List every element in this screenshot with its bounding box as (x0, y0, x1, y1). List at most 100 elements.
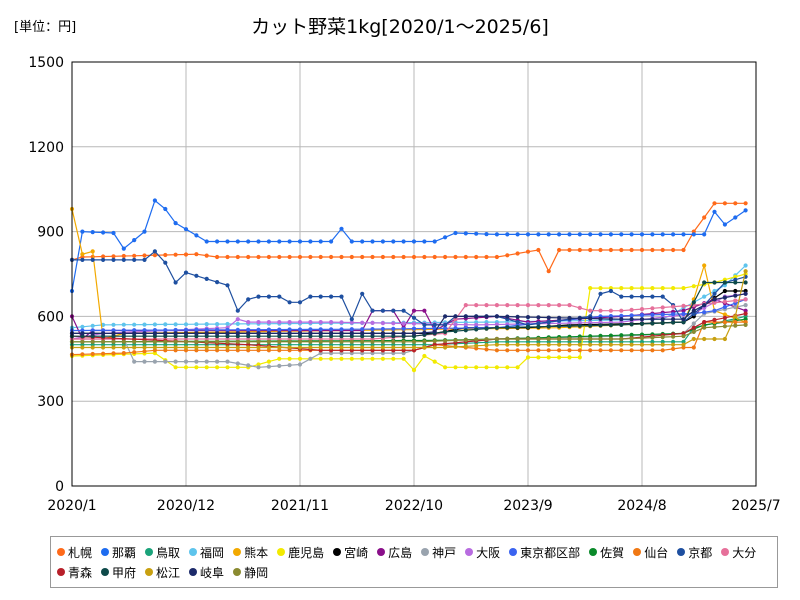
data-point (411, 345, 417, 350)
data-point (308, 254, 313, 260)
data-point (525, 348, 531, 353)
legend-item: 大分 (721, 542, 756, 562)
legend-label: 佐賀 (600, 545, 625, 560)
data-point (660, 342, 665, 347)
legend-label: 那覇 (112, 545, 137, 560)
data-point (639, 232, 645, 237)
data-point (505, 303, 510, 308)
y-tick-label: 300 (37, 394, 64, 410)
data-point (608, 232, 614, 237)
data-point (733, 320, 738, 325)
data-point (173, 339, 178, 344)
data-point (463, 254, 468, 260)
data-point (546, 336, 551, 342)
data-point (225, 359, 230, 364)
data-point (90, 351, 95, 357)
data-point (505, 325, 510, 330)
data-point (598, 342, 603, 347)
data-point (183, 227, 189, 232)
data-point (194, 359, 199, 364)
data-point (733, 293, 738, 298)
data-point (484, 314, 489, 319)
data-point (204, 239, 209, 244)
data-point (681, 308, 686, 313)
data-point (681, 320, 686, 325)
data-point (204, 327, 209, 332)
data-point (80, 257, 85, 262)
legend-item: 大阪 (465, 542, 500, 562)
data-point (536, 321, 541, 326)
data-point (132, 328, 137, 333)
data-point (588, 336, 593, 342)
data-point (484, 337, 489, 342)
data-point (629, 336, 634, 341)
data-point (297, 254, 303, 260)
data-point (422, 254, 427, 260)
data-point (90, 249, 95, 254)
data-point (80, 252, 85, 257)
data-point (422, 239, 427, 244)
data-point (194, 331, 199, 336)
series-2 (69, 198, 748, 294)
data-point (422, 353, 427, 359)
data-point (411, 321, 417, 326)
data-point (722, 299, 728, 304)
data-point (225, 321, 230, 327)
data-point (671, 317, 676, 322)
data-point (743, 322, 748, 327)
data-point (215, 339, 220, 344)
data-point (494, 322, 499, 327)
data-point (401, 254, 406, 260)
data-point (370, 339, 375, 344)
data-point (546, 320, 551, 325)
data-point (204, 345, 209, 350)
data-point (712, 291, 717, 296)
data-point (463, 231, 468, 236)
data-point (619, 308, 624, 313)
data-point (702, 303, 707, 308)
data-point (401, 326, 406, 331)
data-point (598, 232, 603, 237)
data-point (619, 342, 624, 347)
data-point (256, 331, 261, 336)
data-point (681, 342, 686, 347)
data-point (733, 274, 738, 279)
data-point (505, 348, 510, 353)
data-point (121, 339, 126, 344)
data-point (598, 348, 603, 353)
data-point (318, 327, 323, 332)
data-point (183, 359, 189, 364)
data-point (142, 345, 147, 350)
data-point (671, 247, 676, 253)
data-point (256, 254, 261, 260)
data-point (204, 339, 209, 344)
data-point (256, 345, 261, 350)
data-point (557, 232, 562, 237)
legend-label: 大阪 (476, 545, 501, 560)
data-point (650, 247, 655, 253)
data-point (505, 253, 510, 258)
data-point (515, 325, 520, 330)
data-point (722, 201, 728, 206)
data-point (505, 314, 510, 319)
data-point (318, 320, 323, 325)
data-point (453, 326, 458, 331)
data-point (639, 313, 645, 318)
legend-item: 仙台 (633, 542, 668, 562)
data-point (432, 239, 437, 244)
data-point (743, 201, 748, 206)
data-point (515, 314, 520, 319)
data-point (370, 254, 375, 260)
data-point (536, 247, 541, 253)
data-point (121, 331, 126, 336)
data-point (391, 254, 396, 260)
legend-marker (101, 548, 110, 556)
data-point (246, 331, 251, 336)
data-point (712, 201, 717, 206)
data-point (629, 317, 634, 322)
data-point (681, 339, 686, 344)
data-point (80, 339, 85, 344)
data-point (639, 339, 645, 344)
data-point (111, 230, 116, 236)
